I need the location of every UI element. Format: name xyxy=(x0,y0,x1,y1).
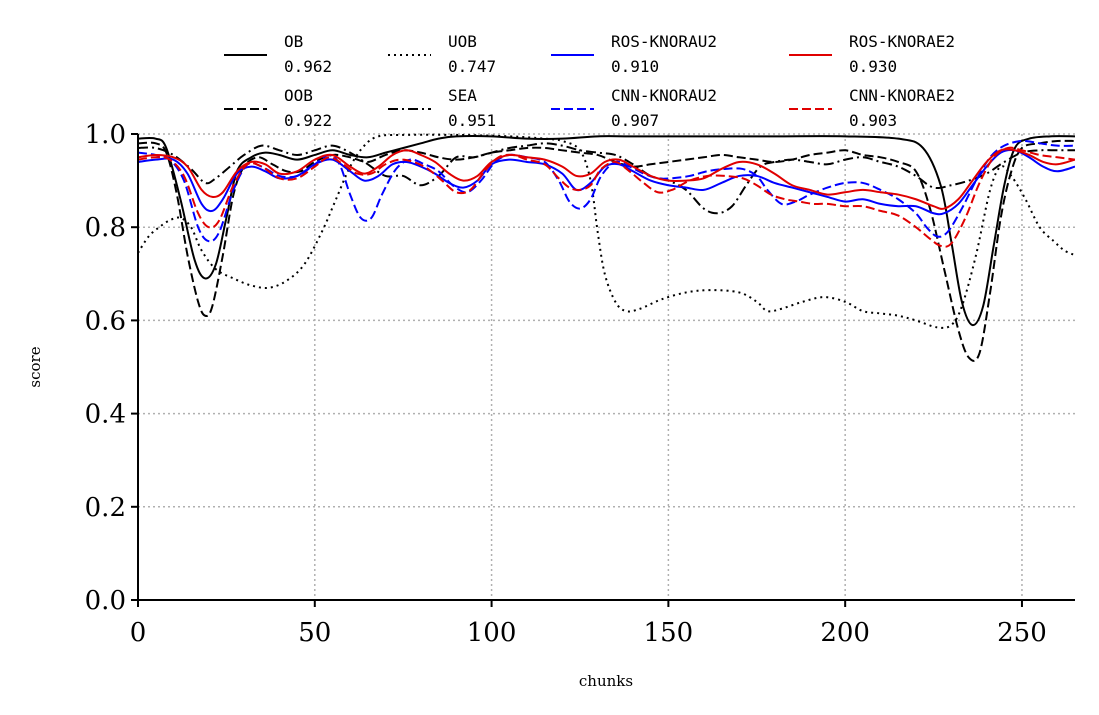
legend-label-cnn-knorau2: CNN-KNORAU2 xyxy=(611,86,717,105)
x-tick-label: 150 xyxy=(644,618,694,648)
axes xyxy=(137,134,1075,601)
legend: OB 0.962 OOB 0.922 UOB 0.747 SEA 0.951 ROS-KNORA… xyxy=(224,32,955,130)
x-axis-title: chunks xyxy=(579,672,633,690)
series-line-ros-knorau2 xyxy=(138,148,1075,216)
legend-label-ros-knorae2: ROS-KNORAE2 xyxy=(849,32,955,51)
plot-area xyxy=(138,133,1075,362)
x-tick-label: 250 xyxy=(997,618,1047,648)
series-line-sea xyxy=(138,142,1075,215)
grid xyxy=(138,133,1075,600)
y-tick-label: 0.0 xyxy=(85,586,126,616)
series-line-ob xyxy=(138,135,1075,327)
legend-score-ros-knorae2: 0.930 xyxy=(849,57,897,76)
x-tick-label: 50 xyxy=(298,618,331,648)
legend-label-uob: UOB xyxy=(448,32,477,51)
y-axis-title: score xyxy=(26,346,44,387)
legend-score-cnn-knorae2: 0.903 xyxy=(849,111,897,130)
y-tick-label: 0.2 xyxy=(85,493,126,523)
legend-label-sea: SEA xyxy=(448,86,477,105)
series-line-oob xyxy=(138,139,1075,362)
legend-score-sea: 0.951 xyxy=(448,111,496,130)
x-tick-label: 0 xyxy=(130,618,147,648)
legend-score-uob: 0.747 xyxy=(448,57,496,76)
series-group xyxy=(138,133,1075,362)
legend-label-oob: OOB xyxy=(284,86,313,105)
legend-score-ros-knorau2: 0.910 xyxy=(611,57,659,76)
ticks: 0 50 100 150 200 250 0.0 0.2 0.4 0.6 0.8 1.0 xyxy=(85,120,1047,648)
legend-label-cnn-knorae2: CNN-KNORAE2 xyxy=(849,86,955,105)
x-tick-label: 200 xyxy=(820,618,870,648)
y-tick-label: 1.0 xyxy=(85,120,126,150)
y-tick-label: 0.6 xyxy=(85,306,126,336)
legend-score-ob: 0.962 xyxy=(284,57,332,76)
legend-label-ob: OB xyxy=(284,32,303,51)
series-line-ros-knorae2 xyxy=(138,148,1075,210)
legend-score-cnn-knorau2: 0.907 xyxy=(611,111,659,130)
legend-score-oob: 0.922 xyxy=(284,111,332,130)
x-tick-label: 100 xyxy=(467,618,517,648)
y-tick-label: 0.4 xyxy=(85,400,126,430)
series-line-cnn-knorae2 xyxy=(138,146,1075,248)
legend-label-ros-knorau2: ROS-KNORAU2 xyxy=(611,32,717,51)
y-tick-label: 0.8 xyxy=(85,213,126,243)
series-line-cnn-knorau2 xyxy=(138,139,1075,243)
